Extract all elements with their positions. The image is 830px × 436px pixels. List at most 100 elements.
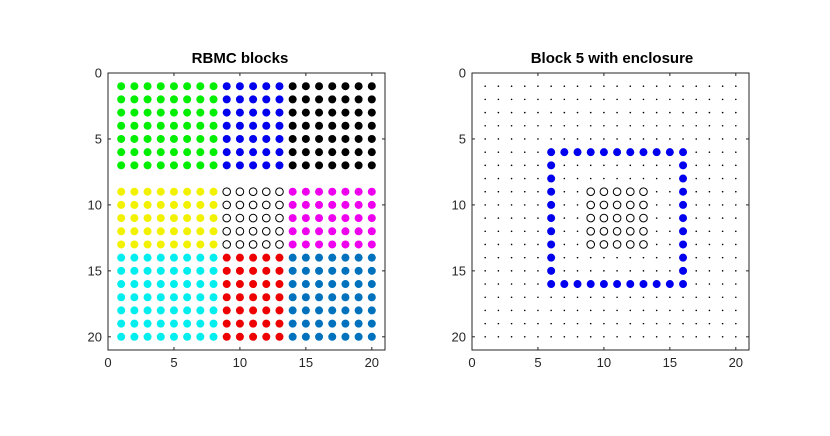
block-point xyxy=(169,95,178,104)
grid-dot xyxy=(603,164,605,167)
block-point xyxy=(275,213,284,223)
grid-dot xyxy=(655,336,658,338)
grid-dot xyxy=(576,164,579,167)
y-tick-label: 10 xyxy=(88,197,102,212)
block-point xyxy=(275,108,284,117)
grid-dot xyxy=(576,336,579,338)
block-point xyxy=(367,82,376,91)
grid-dot xyxy=(682,124,684,127)
block-point xyxy=(222,200,232,210)
block-point xyxy=(612,187,622,197)
block-point xyxy=(156,240,165,249)
block-point xyxy=(196,306,205,315)
block-point xyxy=(354,108,363,117)
block-point xyxy=(367,266,376,275)
block-point xyxy=(117,227,126,236)
block-point xyxy=(354,306,363,315)
block-point xyxy=(315,227,324,236)
block-point xyxy=(248,240,258,249)
block-point xyxy=(222,95,231,104)
block-point xyxy=(196,161,205,170)
block-point xyxy=(209,293,218,302)
block-point xyxy=(354,121,363,130)
grid-dot xyxy=(537,217,539,219)
grid-dot xyxy=(537,243,539,246)
block-point xyxy=(275,306,284,315)
grid-dot xyxy=(708,111,711,114)
block-point xyxy=(625,200,635,210)
grid-dot xyxy=(695,124,698,127)
block-point xyxy=(262,134,271,143)
grid-dot xyxy=(655,85,658,87)
block-point xyxy=(367,148,376,157)
block-point xyxy=(354,227,363,236)
block-point xyxy=(288,134,297,143)
block-point xyxy=(275,187,284,197)
grid-dot xyxy=(735,296,737,299)
block-point xyxy=(341,187,350,196)
grid-dot xyxy=(655,217,658,219)
block-point xyxy=(341,293,350,302)
block-point xyxy=(367,187,376,196)
grid-dot xyxy=(629,177,632,180)
block-point xyxy=(639,226,648,236)
block-point xyxy=(209,95,218,104)
grid-dot xyxy=(510,309,513,312)
grid-dot xyxy=(655,124,658,127)
grid-dot xyxy=(550,124,552,127)
block-point xyxy=(143,134,152,143)
grid-dot xyxy=(523,204,526,206)
grid-dot xyxy=(695,164,698,167)
block-point xyxy=(183,161,192,170)
grid-dot xyxy=(603,111,605,114)
block-point xyxy=(315,280,324,289)
grid-dot xyxy=(642,177,645,180)
grid-dot xyxy=(510,283,513,285)
block-point xyxy=(354,187,363,196)
chart-title: RBMC blocks xyxy=(192,50,289,67)
grid-dot xyxy=(721,217,724,219)
block-point xyxy=(196,134,205,143)
grid-dot xyxy=(603,138,605,140)
grid-dot xyxy=(484,217,486,219)
block-point xyxy=(156,200,165,209)
grid-dot xyxy=(563,322,566,325)
grid-dot xyxy=(708,85,711,87)
grid-dot xyxy=(669,124,671,127)
grid-dot xyxy=(484,336,486,338)
enclosure-point xyxy=(586,280,595,289)
block-point xyxy=(315,319,324,328)
block-point xyxy=(288,108,297,117)
block-point xyxy=(130,240,139,249)
block-point xyxy=(130,332,139,341)
grid-dot xyxy=(563,256,566,259)
block-point xyxy=(196,200,205,209)
block-point xyxy=(169,134,178,143)
block-point xyxy=(586,213,596,223)
grid-dot xyxy=(523,256,526,259)
grid-dot xyxy=(484,204,486,206)
grid-dot xyxy=(735,98,737,101)
block-point xyxy=(315,134,324,143)
block-point xyxy=(143,227,152,236)
block-point xyxy=(262,266,271,275)
grid-dot xyxy=(655,111,658,114)
block-point xyxy=(261,240,271,249)
grid-dot xyxy=(537,138,539,140)
block-point xyxy=(315,121,324,130)
block-point xyxy=(169,148,178,157)
enclosure-point xyxy=(573,280,582,289)
y-tick-label: 15 xyxy=(452,263,466,278)
block-point xyxy=(183,240,192,249)
block-point xyxy=(367,293,376,302)
grid-dot xyxy=(695,256,698,259)
grid-dot xyxy=(523,309,526,312)
block-point xyxy=(288,253,297,262)
block-point xyxy=(209,266,218,275)
block-point xyxy=(367,280,376,289)
block-point xyxy=(235,108,244,117)
data-points xyxy=(484,85,737,338)
block-point xyxy=(288,148,297,157)
grid-dot xyxy=(497,190,500,193)
grid-dot xyxy=(537,204,539,206)
